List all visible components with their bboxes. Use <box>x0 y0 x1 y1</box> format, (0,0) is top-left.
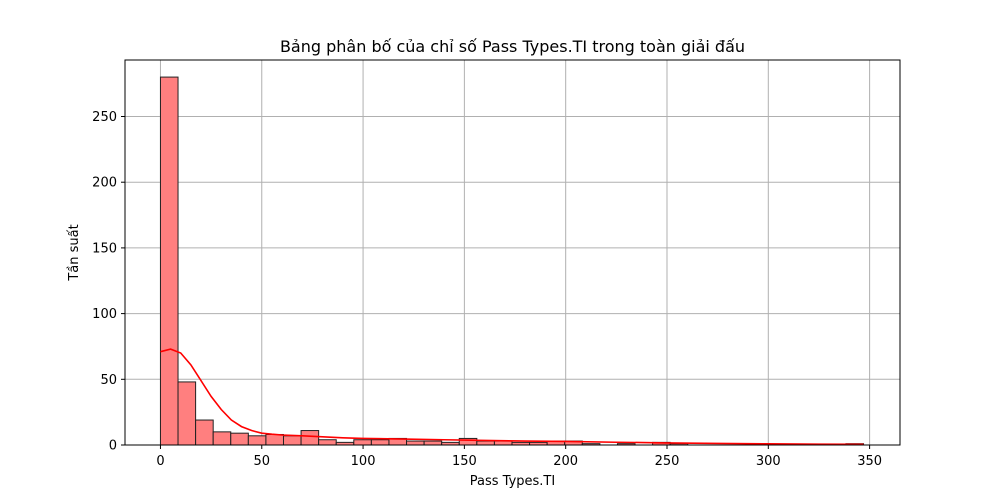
x-axis-label: Pass Types.TI <box>470 474 555 489</box>
x-tick-label: 300 <box>756 454 781 469</box>
histogram-bar <box>282 435 302 446</box>
y-tick-label: 100 <box>92 307 117 322</box>
x-tick-label: 150 <box>452 454 477 469</box>
histogram-bar <box>300 430 320 446</box>
histogram-bar <box>406 440 425 446</box>
histogram-bar <box>230 432 249 446</box>
histogram-bar <box>370 439 390 446</box>
y-axis-label: Tần suất <box>67 224 82 281</box>
x-tick-label: 350 <box>857 454 882 469</box>
histogram-bar <box>195 419 214 446</box>
histogram-bar <box>159 76 179 446</box>
x-tick-label: 200 <box>553 454 578 469</box>
histogram-bar <box>177 381 197 446</box>
histogram-bar <box>265 433 284 446</box>
y-tick-label: 0 <box>109 439 117 454</box>
y-tick-label: 150 <box>92 241 117 256</box>
histogram-bar <box>318 439 337 446</box>
histogram-bar <box>493 440 513 446</box>
histogram-bar <box>476 440 495 446</box>
histogram-bar <box>212 431 232 446</box>
grid-lines <box>125 60 900 446</box>
y-tick-label: 50 <box>100 373 117 388</box>
x-tick-label: 0 <box>156 454 164 469</box>
chart-title: Bảng phân bố của chỉ số Pass Types.TI tr… <box>280 37 745 56</box>
x-tick-label: 50 <box>253 454 270 469</box>
y-tick-label: 200 <box>92 176 117 191</box>
y-axis-ticks: 0 50 100 150 200 250 <box>92 110 125 454</box>
histogram-bar <box>247 435 267 446</box>
x-tick-label: 100 <box>351 454 376 469</box>
histogram-bar <box>353 439 372 446</box>
y-tick-label: 250 <box>92 110 117 125</box>
x-axis-ticks: 0 50 100 150 200 250 300 350 <box>156 445 882 469</box>
plot-frame <box>124 59 901 446</box>
x-tick-label: 250 <box>655 454 680 469</box>
kde-curve <box>160 348 864 446</box>
histogram-bar <box>423 440 443 446</box>
